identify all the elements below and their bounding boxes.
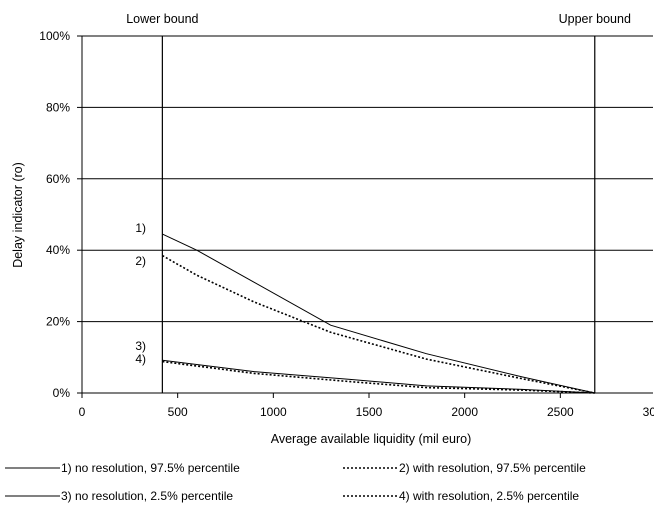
series-line-4: [162, 360, 595, 394]
legend-label-4: 4) with resolution, 2.5% percentile: [399, 489, 579, 503]
series-marker-3: 3): [135, 339, 146, 353]
series-marker-2: 2): [135, 254, 146, 268]
grid-lines: [82, 35, 653, 323]
series-line-1: [162, 233, 595, 394]
bound-lines: Lower bound Upper bound: [126, 12, 631, 393]
plot-frame: [81, 36, 653, 394]
series-lines: [162, 233, 595, 394]
y-tick-label-2: 40%: [46, 243, 70, 257]
legend-label-3: 3) no resolution, 2.5% percentile: [61, 489, 233, 503]
legend-label-2: 2) with resolution, 97.5% percentile: [399, 461, 586, 475]
series-marker-4: 4): [135, 352, 146, 366]
y-tick-label-0: 0%: [53, 386, 71, 400]
series-markers: 1) 2) 3)4): [135, 221, 146, 366]
bound-label-0: Lower bound: [126, 12, 198, 26]
x-tick-label-6: 3000: [643, 405, 654, 419]
x-tick-label-5: 2500: [547, 405, 574, 419]
bound-label-1: Upper bound: [559, 12, 631, 26]
series-marker-1: 1): [135, 221, 146, 235]
y-tick-label-3: 60%: [46, 172, 70, 186]
y-axis-ticks: 0% 20% 40% 60% 80% 100%: [39, 29, 82, 400]
x-tick-label-1: 500: [168, 405, 188, 419]
x-tick-label-3: 1500: [356, 405, 383, 419]
y-tick-label-1: 20%: [46, 315, 70, 329]
y-tick-label-4: 80%: [46, 100, 70, 114]
x-axis-label: Average available liquidity (mil euro): [271, 432, 472, 446]
x-tick-label-2: 1000: [260, 405, 287, 419]
y-axis-label: Delay indicator (ro): [11, 162, 25, 268]
y-tick-label-5: 100%: [39, 29, 70, 43]
x-axis-ticks: 0 500 1000 1500 2000 2500 3000: [79, 393, 654, 419]
legend: 1) no resolution, 97.5% percentile 2) wit…: [5, 461, 586, 503]
x-tick-label-0: 0: [79, 405, 86, 419]
series-line-2: [162, 254, 595, 394]
x-tick-label-4: 2000: [451, 405, 478, 419]
series-line-3: [162, 359, 595, 394]
legend-label-1: 1) no resolution, 97.5% percentile: [61, 461, 240, 475]
